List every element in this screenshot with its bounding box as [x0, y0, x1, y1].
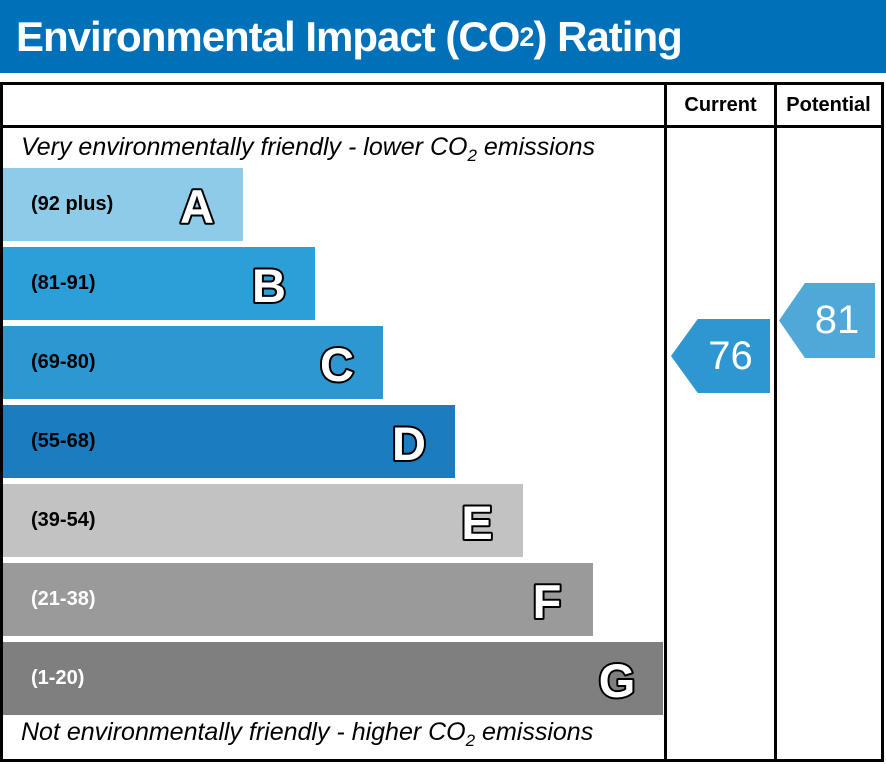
- svg-text:F: F: [533, 575, 562, 628]
- band-letter-e: E: [459, 494, 494, 551]
- band-letter-g: G: [597, 652, 638, 709]
- table-header-row: Current Potential: [3, 85, 881, 128]
- potential-column-header: Potential: [786, 93, 871, 116]
- current-column-header: Current: [684, 93, 757, 116]
- band-range-label: (21-38): [31, 588, 96, 610]
- svg-text:G: G: [599, 654, 636, 707]
- band-d: (55-68) D: [3, 405, 455, 478]
- band-e: (39-54) E: [3, 484, 523, 557]
- rating-table: Current Potential Very environmentally f…: [0, 82, 884, 762]
- band-range-label: (1-20): [31, 667, 85, 689]
- band-range-label: (55-68): [31, 430, 96, 452]
- band-letter-b: B: [250, 257, 288, 314]
- top-annotation-subscript: 2: [467, 146, 477, 165]
- band-g: (1-20) G: [3, 642, 663, 715]
- column-divider-potential: [774, 85, 777, 759]
- svg-text:E: E: [461, 496, 492, 549]
- band-letter-c: C: [318, 336, 356, 393]
- band-letter-d: D: [390, 415, 428, 472]
- chart-title-suffix: ) Rating: [533, 12, 682, 60]
- band-f: (21-38) F: [3, 563, 593, 636]
- chart-title-text: Environmental Impact (CO: [16, 12, 520, 60]
- column-divider-current: [664, 85, 667, 759]
- band-c: (69-80) C: [3, 326, 383, 399]
- svg-text:D: D: [392, 417, 426, 470]
- band-range-label: (81-91): [31, 272, 96, 294]
- band-b: (81-91) B: [3, 247, 315, 320]
- svg-text:A: A: [180, 180, 214, 233]
- band-a: (92 plus) A: [3, 168, 243, 241]
- bottom-annotation-suffix: emissions: [475, 718, 594, 746]
- band-letter-a: A: [178, 178, 216, 235]
- svg-text:C: C: [320, 338, 354, 391]
- band-letter-f: F: [531, 573, 564, 630]
- bottom-annotation-subscript: 2: [465, 731, 476, 750]
- chart-title: Environmental Impact (CO 2) Rating: [0, 0, 886, 73]
- bottom-annotation-text: Not environmentally friendly - higher CO: [21, 718, 466, 746]
- band-range-label: (69-80): [31, 351, 96, 373]
- top-annotation-suffix: emissions: [476, 133, 596, 161]
- top-annotation-text: Very environmentally friendly - lower CO: [21, 133, 468, 161]
- bottom-annotation: Not environmentally friendly - higher CO…: [21, 718, 594, 750]
- band-range-label: (92 plus): [31, 193, 114, 215]
- top-annotation: Very environmentally friendly - lower CO…: [21, 133, 596, 165]
- band-range-label: (39-54): [31, 509, 96, 531]
- svg-text:B: B: [252, 259, 286, 312]
